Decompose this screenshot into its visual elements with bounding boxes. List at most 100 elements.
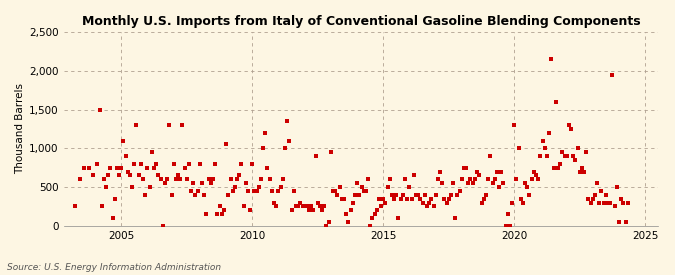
Point xyxy=(456,177,467,182)
Point xyxy=(566,127,576,131)
Point xyxy=(354,193,364,197)
Point xyxy=(550,100,561,104)
Point xyxy=(389,197,400,201)
Point xyxy=(574,169,585,174)
Point xyxy=(539,146,550,150)
Point xyxy=(472,169,483,174)
Point xyxy=(308,208,319,213)
Point xyxy=(513,146,524,150)
Point xyxy=(334,185,345,189)
Point xyxy=(428,204,439,209)
Point xyxy=(410,193,421,197)
Point xyxy=(70,204,81,209)
Point xyxy=(232,177,242,182)
Point xyxy=(188,181,198,185)
Point xyxy=(242,189,253,193)
Point xyxy=(356,185,367,189)
Point xyxy=(138,177,148,182)
Point xyxy=(325,150,336,154)
Point xyxy=(277,177,288,182)
Point xyxy=(299,204,310,209)
Point xyxy=(136,162,146,166)
Point xyxy=(240,181,251,185)
Point xyxy=(502,212,513,216)
Point xyxy=(358,189,369,193)
Point xyxy=(199,193,210,197)
Point xyxy=(94,107,105,112)
Point xyxy=(596,189,607,193)
Point xyxy=(511,177,522,182)
Point xyxy=(180,166,190,170)
Point xyxy=(533,177,544,182)
Point xyxy=(520,181,531,185)
Point xyxy=(543,131,554,135)
Point xyxy=(537,138,548,143)
Point xyxy=(362,177,373,182)
Point xyxy=(79,166,90,170)
Text: Source: U.S. Energy Information Administration: Source: U.S. Energy Information Administ… xyxy=(7,263,221,272)
Point xyxy=(120,154,131,158)
Point xyxy=(507,200,518,205)
Point xyxy=(201,212,212,216)
Point xyxy=(400,177,410,182)
Point xyxy=(293,204,304,209)
Point xyxy=(339,197,350,201)
Point xyxy=(116,166,127,170)
Point xyxy=(406,197,417,201)
Point xyxy=(159,181,170,185)
Point xyxy=(360,189,371,193)
Point xyxy=(612,185,622,189)
Point xyxy=(446,193,456,197)
Point xyxy=(373,197,384,201)
Y-axis label: Thousand Barrels: Thousand Barrels xyxy=(15,83,25,174)
Point xyxy=(101,185,111,189)
Point xyxy=(249,189,260,193)
Point xyxy=(140,193,151,197)
Point xyxy=(500,224,511,228)
Point xyxy=(273,189,284,193)
Point xyxy=(529,169,539,174)
Point xyxy=(114,173,125,178)
Point xyxy=(393,216,404,220)
Point xyxy=(576,166,587,170)
Point xyxy=(221,142,232,147)
Point xyxy=(607,72,618,77)
Point xyxy=(168,162,179,166)
Point xyxy=(555,162,566,166)
Point xyxy=(148,166,159,170)
Point xyxy=(364,224,375,228)
Point xyxy=(583,197,594,201)
Point xyxy=(127,185,138,189)
Point xyxy=(572,146,583,150)
Point xyxy=(88,173,99,178)
Point xyxy=(350,193,360,197)
Point xyxy=(426,197,437,201)
Point xyxy=(279,146,290,150)
Point xyxy=(205,181,216,185)
Point xyxy=(548,166,559,170)
Point xyxy=(352,181,362,185)
Point xyxy=(553,166,564,170)
Point xyxy=(219,208,230,213)
Point xyxy=(186,189,196,193)
Point xyxy=(535,154,546,158)
Point xyxy=(103,173,113,178)
Point xyxy=(175,177,186,182)
Point xyxy=(238,204,249,209)
Point xyxy=(347,200,358,205)
Point xyxy=(216,212,227,216)
Point xyxy=(559,154,570,158)
Point xyxy=(470,177,481,182)
Point xyxy=(371,208,382,213)
Point xyxy=(493,185,504,189)
Point xyxy=(142,166,153,170)
Point xyxy=(210,162,221,166)
Point xyxy=(522,185,533,189)
Point xyxy=(155,177,166,182)
Point xyxy=(531,173,541,178)
Point xyxy=(450,216,461,220)
Point xyxy=(483,177,493,182)
Point xyxy=(487,181,498,185)
Point xyxy=(437,181,448,185)
Point xyxy=(192,189,203,193)
